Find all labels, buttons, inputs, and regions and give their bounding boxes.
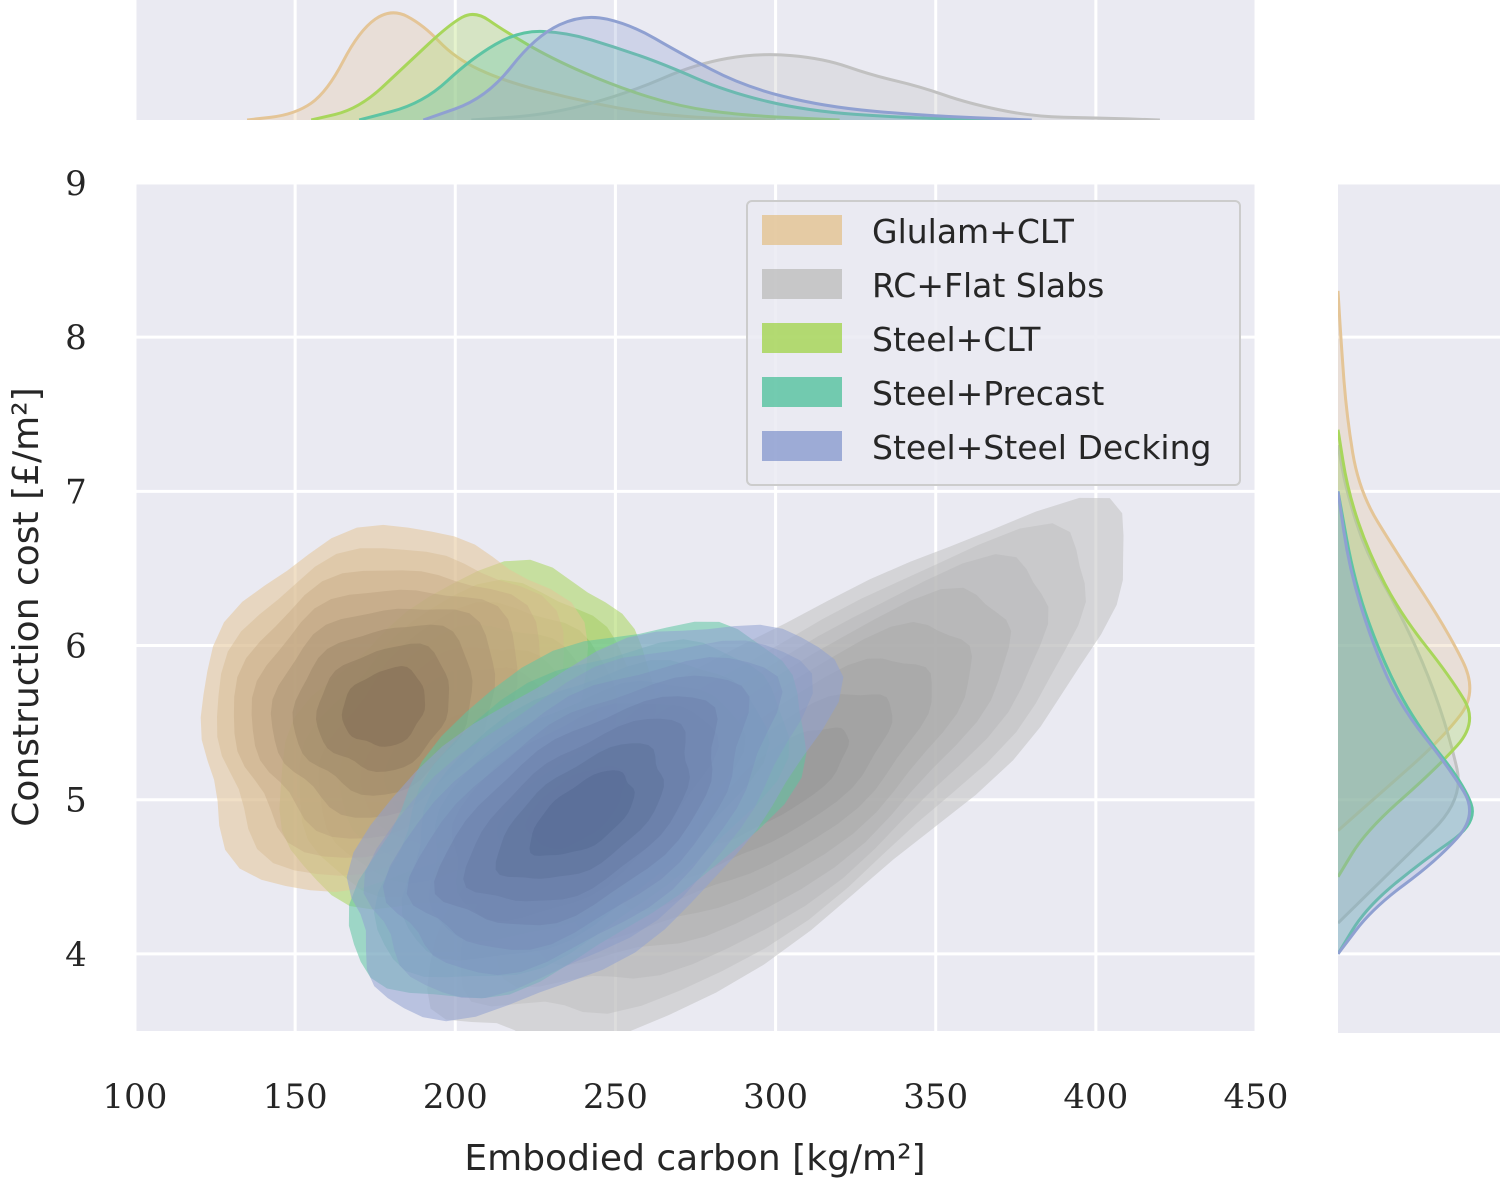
right-marginal-line-steel-precast bbox=[1338, 491, 1474, 955]
top-marginal-line-steel-clt bbox=[310, 12, 840, 120]
x-axis-label: Embodied carbon [kg/m²] bbox=[464, 1138, 925, 1179]
right-marginal-densities bbox=[1338, 290, 1474, 955]
top-marginal-fill-steel-precast bbox=[359, 31, 1000, 120]
y-axis-label: Construction cost [£/m²] bbox=[6, 387, 47, 826]
legend-label-steel-precast: Steel+Precast bbox=[872, 374, 1104, 413]
top-marginal-fill-rc-flat-slabs bbox=[471, 54, 1160, 120]
legend-swatch-glulam-clt bbox=[762, 215, 842, 245]
right-marginal-line-rc-flat-slabs bbox=[1338, 444, 1460, 925]
x-tick-label: 100 bbox=[103, 1077, 168, 1117]
top-marginal-densities bbox=[246, 11, 1160, 120]
kde-contour-level bbox=[463, 718, 690, 902]
right-marginal-fill-rc-flat-slabs bbox=[1338, 445, 1459, 924]
right-marginal-fill-steel-precast bbox=[1338, 491, 1473, 954]
top-marginal-line-rc-flat-slabs bbox=[471, 53, 1160, 120]
legend-box bbox=[746, 200, 1241, 486]
y-tick-label: 5 bbox=[65, 781, 87, 821]
y-tick-label: 6 bbox=[65, 627, 87, 667]
top-marginal-fill-glulam-clt bbox=[247, 12, 776, 120]
kde-series-steel-steel-decking bbox=[346, 624, 844, 1022]
right-marginal-line-steel-clt bbox=[1338, 429, 1472, 878]
kde-contour-level bbox=[292, 624, 473, 796]
kde-contour-level bbox=[529, 770, 635, 856]
kde-contour-level bbox=[346, 624, 844, 1022]
axis-tick-labels: 100 150 200 250 300 350 400 450 4 5 6 7 8 9 bbox=[65, 164, 1288, 1117]
kde-contour-level bbox=[406, 675, 750, 950]
right-marginal-fill-steel-steel-decking bbox=[1338, 491, 1470, 954]
top-marginal-fill-steel-clt bbox=[311, 14, 840, 120]
x-tick-label: 350 bbox=[903, 1077, 968, 1117]
y-tick-label: 7 bbox=[65, 472, 87, 512]
kde-contour-level bbox=[341, 666, 426, 747]
right-marginal-line-glulam-clt bbox=[1338, 290, 1472, 832]
y-tick-label: 9 bbox=[65, 164, 87, 204]
x-tick-label: 400 bbox=[1063, 1077, 1128, 1117]
y-tick-label: 4 bbox=[65, 935, 87, 975]
x-tick-label: 300 bbox=[743, 1077, 808, 1117]
legend-label-steel-steel-decking: Steel+Steel Decking bbox=[872, 428, 1211, 467]
kde-contour-level bbox=[316, 643, 450, 772]
top-marginal-line-steel-steel-decking bbox=[422, 15, 1032, 120]
x-tick-label: 450 bbox=[1224, 1077, 1289, 1117]
kde-contour-level bbox=[495, 743, 664, 879]
top-marginal-line-steel-precast bbox=[358, 29, 1000, 120]
legend-swatch-steel-clt bbox=[762, 323, 842, 353]
y-tick-label: 8 bbox=[65, 318, 87, 358]
legend-swatch-steel-steel-decking bbox=[762, 431, 842, 461]
kde-contour-level bbox=[382, 657, 783, 976]
x-tick-label: 200 bbox=[423, 1077, 488, 1117]
top-marginal-fill-steel-steel-decking bbox=[423, 17, 1032, 120]
legend-swatch-steel-precast bbox=[762, 377, 842, 407]
kde-contour-level bbox=[363, 640, 813, 998]
x-tick-label: 250 bbox=[583, 1077, 648, 1117]
top-marginal-line-glulam-clt bbox=[246, 11, 776, 120]
kde-contours bbox=[200, 497, 1124, 1031]
legend-label-steel-clt: Steel+CLT bbox=[872, 320, 1041, 359]
legend-swatch-rc-flat-slabs bbox=[762, 269, 842, 299]
legend-label-rc-flat-slabs: RC+Flat Slabs bbox=[872, 266, 1104, 305]
kde-contour-level bbox=[434, 696, 718, 926]
x-tick-label: 150 bbox=[263, 1077, 328, 1117]
right-marginal-line-steel-steel-decking bbox=[1338, 491, 1472, 955]
legend: Glulam+CLT RC+Flat Slabs Steel+CLT Steel+Pr… bbox=[746, 200, 1241, 486]
legend-label-glulam-clt: Glulam+CLT bbox=[872, 212, 1075, 251]
